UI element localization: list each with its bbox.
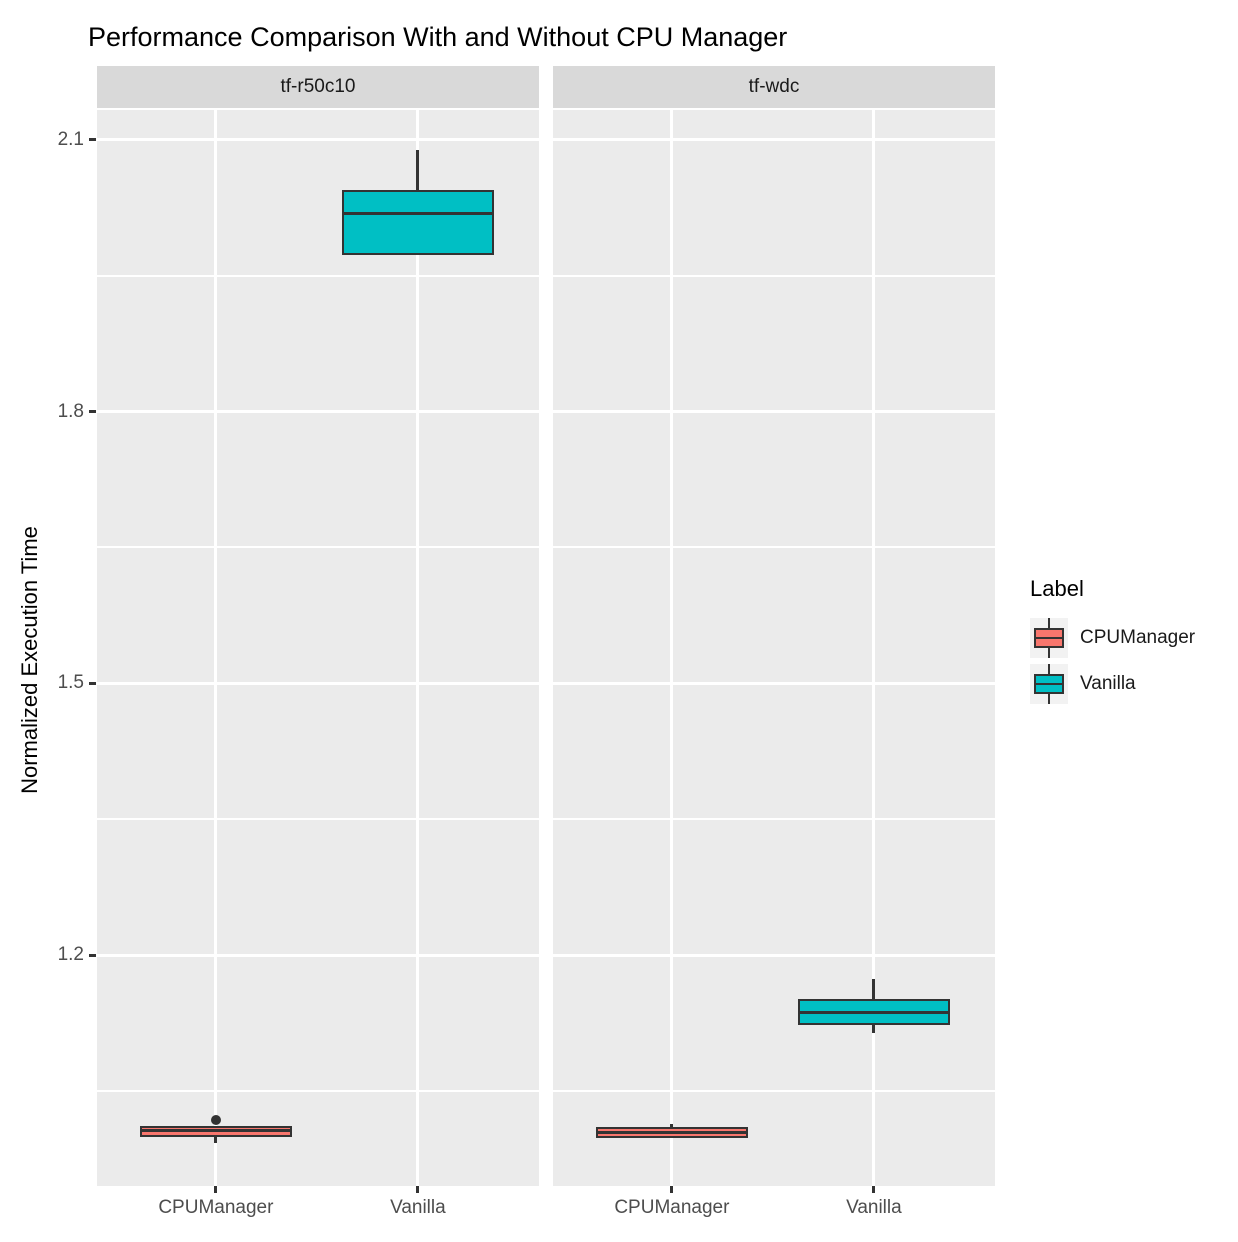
lower-whisker bbox=[214, 1137, 218, 1144]
y-tick-mark bbox=[89, 410, 96, 414]
gridline-major bbox=[553, 138, 995, 142]
legend-key-median-line bbox=[1036, 637, 1062, 639]
lower-whisker bbox=[872, 1024, 876, 1033]
legend: Label CPUManager Vanilla bbox=[1030, 576, 1195, 710]
legend-entry-vanilla: Vanilla bbox=[1030, 664, 1195, 704]
y-tick-label: 1.2 bbox=[57, 944, 84, 965]
chart-title: Performance Comparison With and Without … bbox=[88, 22, 788, 52]
gridline-minor bbox=[553, 818, 995, 821]
legend-entry-label: Vanilla bbox=[1080, 673, 1136, 694]
legend-key-median-line bbox=[1036, 683, 1062, 685]
x-tick-mark bbox=[670, 1186, 674, 1193]
x-tick-mark bbox=[214, 1186, 218, 1193]
facet-strip-tf-wdc: tf-wdc bbox=[553, 66, 995, 108]
facet-panel-tf-r50c10 bbox=[97, 110, 539, 1186]
legend-entry-cpumanager: CPUManager bbox=[1030, 618, 1195, 658]
facet-strip-tf-r50c10: tf-r50c10 bbox=[97, 66, 539, 108]
median-line bbox=[797, 1011, 950, 1015]
gridline-major bbox=[97, 138, 539, 142]
legend-entry-label: CPUManager bbox=[1080, 627, 1196, 648]
gridline-vertical bbox=[670, 110, 674, 1186]
y-tick-label: 1.8 bbox=[57, 400, 84, 422]
x-tick-mark bbox=[872, 1186, 876, 1193]
legend-key-box bbox=[1034, 628, 1064, 648]
x-tick-label: Vanilla bbox=[846, 1197, 902, 1218]
x-tick-label: Vanilla bbox=[390, 1197, 446, 1218]
median-line bbox=[139, 1129, 292, 1133]
legend-title: Label bbox=[1030, 576, 1084, 601]
median-line bbox=[595, 1130, 748, 1134]
boxplot-box-vanilla bbox=[341, 189, 494, 255]
gridline-major bbox=[97, 953, 539, 957]
y-tick-mark bbox=[89, 138, 96, 142]
facet-panel-tf-wdc bbox=[553, 110, 995, 1186]
gridline-major bbox=[553, 681, 995, 685]
x-tick-mark bbox=[416, 1186, 420, 1193]
legend-key-boxplot-glyph bbox=[1030, 618, 1068, 658]
x-tick-label: CPUManager bbox=[614, 1197, 730, 1218]
y-axis-title: Normalized Execution Time bbox=[17, 526, 42, 794]
y-tick-mark bbox=[89, 681, 96, 685]
gridline-vertical bbox=[214, 110, 218, 1186]
facet-strip-label: tf-r50c10 bbox=[280, 76, 356, 97]
gridline-vertical bbox=[872, 110, 876, 1186]
upper-whisker bbox=[872, 978, 876, 1000]
gridline-major bbox=[97, 410, 539, 414]
gridline-major bbox=[553, 410, 995, 414]
gridline-vertical bbox=[416, 110, 420, 1186]
gridline-major bbox=[97, 681, 539, 685]
legend-key-box bbox=[1034, 674, 1064, 694]
upper-whisker bbox=[670, 1124, 674, 1128]
median-line bbox=[341, 211, 494, 215]
gridline-minor bbox=[553, 1089, 995, 1092]
x-tick-label: CPUManager bbox=[158, 1197, 274, 1218]
gridline-major bbox=[553, 953, 995, 957]
legend-key-boxplot-glyph bbox=[1030, 664, 1068, 704]
gridline-minor bbox=[97, 274, 539, 277]
upper-whisker bbox=[416, 149, 420, 190]
y-tick-label: 2.1 bbox=[57, 128, 84, 150]
y-tick-mark bbox=[89, 953, 96, 957]
gridline-minor bbox=[97, 818, 539, 821]
gridline-minor bbox=[553, 546, 995, 549]
gridline-minor bbox=[97, 546, 539, 549]
outlier-point bbox=[210, 1114, 221, 1125]
y-tick-label: 1.5 bbox=[57, 672, 84, 694]
gridline-minor bbox=[553, 274, 995, 277]
facet-strip-label: tf-wdc bbox=[748, 76, 800, 97]
gridline-minor bbox=[97, 1089, 539, 1092]
